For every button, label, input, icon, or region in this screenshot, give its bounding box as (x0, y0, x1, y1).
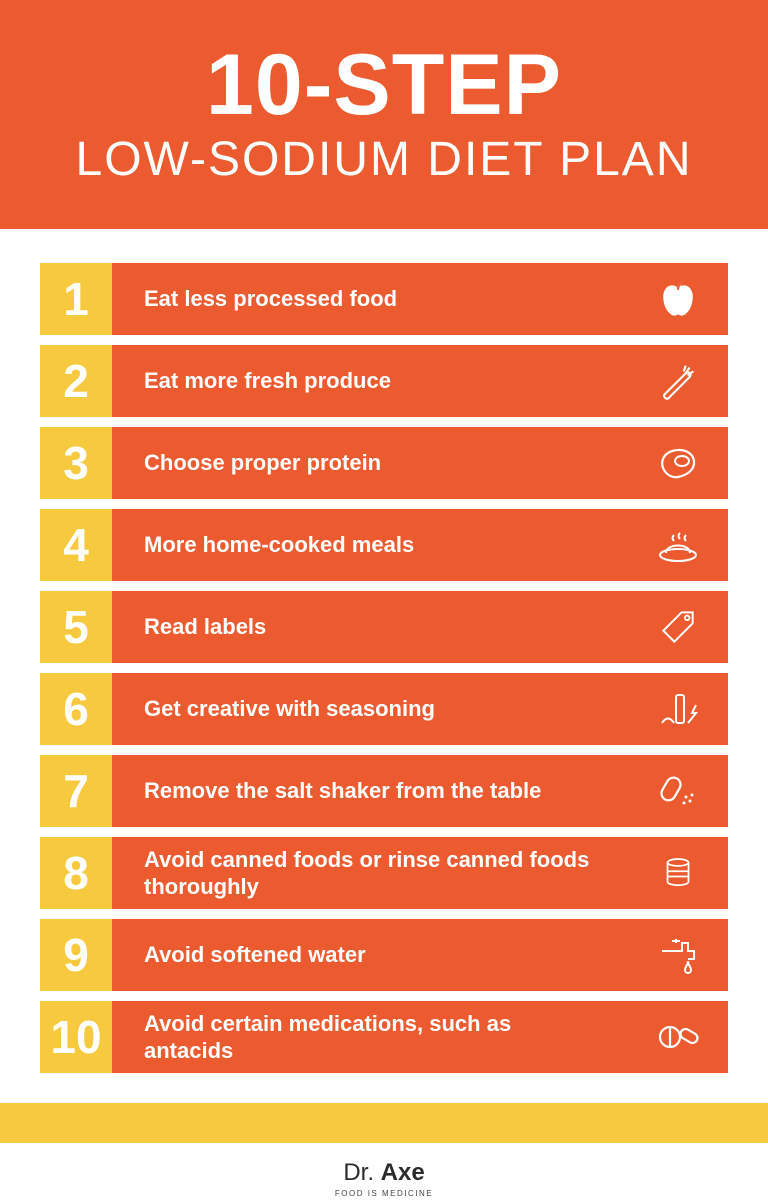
brand-tagline: FOOD IS MEDICINE (0, 1189, 768, 1198)
can-icon (650, 845, 706, 901)
step-number: 3 (40, 427, 112, 499)
step-body: Avoid canned foods or rinse canned foods… (112, 837, 728, 909)
step-body: More home-cooked meals (112, 509, 728, 581)
brand-bold: Axe (381, 1159, 425, 1186)
step-text: Read labels (144, 613, 266, 641)
step-row: 1 Eat less processed food (40, 263, 728, 335)
pills-icon (650, 1009, 706, 1065)
footer-bar (0, 1103, 768, 1143)
step-row: 9 Avoid softened water (40, 919, 728, 991)
step-number: 7 (40, 755, 112, 827)
tag-icon (650, 599, 706, 655)
step-number: 4 (40, 509, 112, 581)
step-number: 8 (40, 837, 112, 909)
step-text: Eat less processed food (144, 285, 397, 313)
step-text: Remove the salt shaker from the table (144, 777, 541, 805)
step-text: Avoid canned foods or rinse canned foods… (144, 846, 604, 901)
step-number: 1 (40, 263, 112, 335)
apple-icon (650, 271, 706, 327)
steak-icon (650, 435, 706, 491)
step-row: 4 More home-cooked meals (40, 509, 728, 581)
step-text: More home-cooked meals (144, 531, 414, 559)
step-row: 2 Eat more fresh produce (40, 345, 728, 417)
step-row: 8 Avoid canned foods or rinse canned foo… (40, 837, 728, 909)
step-body: Avoid softened water (112, 919, 728, 991)
header: 10-STEP LOW-SODIUM DIET PLAN (0, 0, 768, 229)
step-row: 6 Get creative with seasoning (40, 673, 728, 745)
step-body: Get creative with seasoning (112, 673, 728, 745)
step-text: Choose proper protein (144, 449, 381, 477)
step-body: Choose proper protein (112, 427, 728, 499)
step-text: Get creative with seasoning (144, 695, 435, 723)
roast-icon (650, 517, 706, 573)
step-number: 5 (40, 591, 112, 663)
seasoning-icon (650, 681, 706, 737)
title-line2: LOW-SODIUM DIET PLAN (20, 132, 748, 187)
step-text: Eat more fresh produce (144, 367, 391, 395)
step-text: Avoid certain medications, such as antac… (144, 1010, 604, 1065)
salt-shaker-icon (650, 763, 706, 819)
step-row: 10 Avoid certain medications, such as an… (40, 1001, 728, 1073)
step-body: Avoid certain medications, such as antac… (112, 1001, 728, 1073)
brand-name: Dr. Axe (0, 1159, 768, 1187)
faucet-icon (650, 927, 706, 983)
step-number: 10 (40, 1001, 112, 1073)
step-row: 7 Remove the salt shaker from the table (40, 755, 728, 827)
brand-thin: Dr. (343, 1159, 374, 1186)
step-row: 3 Choose proper protein (40, 427, 728, 499)
carrot-icon (650, 353, 706, 409)
step-row: 5 Read labels (40, 591, 728, 663)
step-number: 6 (40, 673, 112, 745)
step-body: Eat less processed food (112, 263, 728, 335)
step-text: Avoid softened water (144, 941, 366, 969)
step-body: Read labels (112, 591, 728, 663)
step-body: Remove the salt shaker from the table (112, 755, 728, 827)
step-number: 9 (40, 919, 112, 991)
step-body: Eat more fresh produce (112, 345, 728, 417)
steps-list: 1 Eat less processed food 2 Eat more fre… (0, 229, 768, 1103)
title-line1: 10-STEP (20, 42, 748, 128)
brand: Dr. Axe FOOD IS MEDICINE (0, 1143, 768, 1204)
step-number: 2 (40, 345, 112, 417)
